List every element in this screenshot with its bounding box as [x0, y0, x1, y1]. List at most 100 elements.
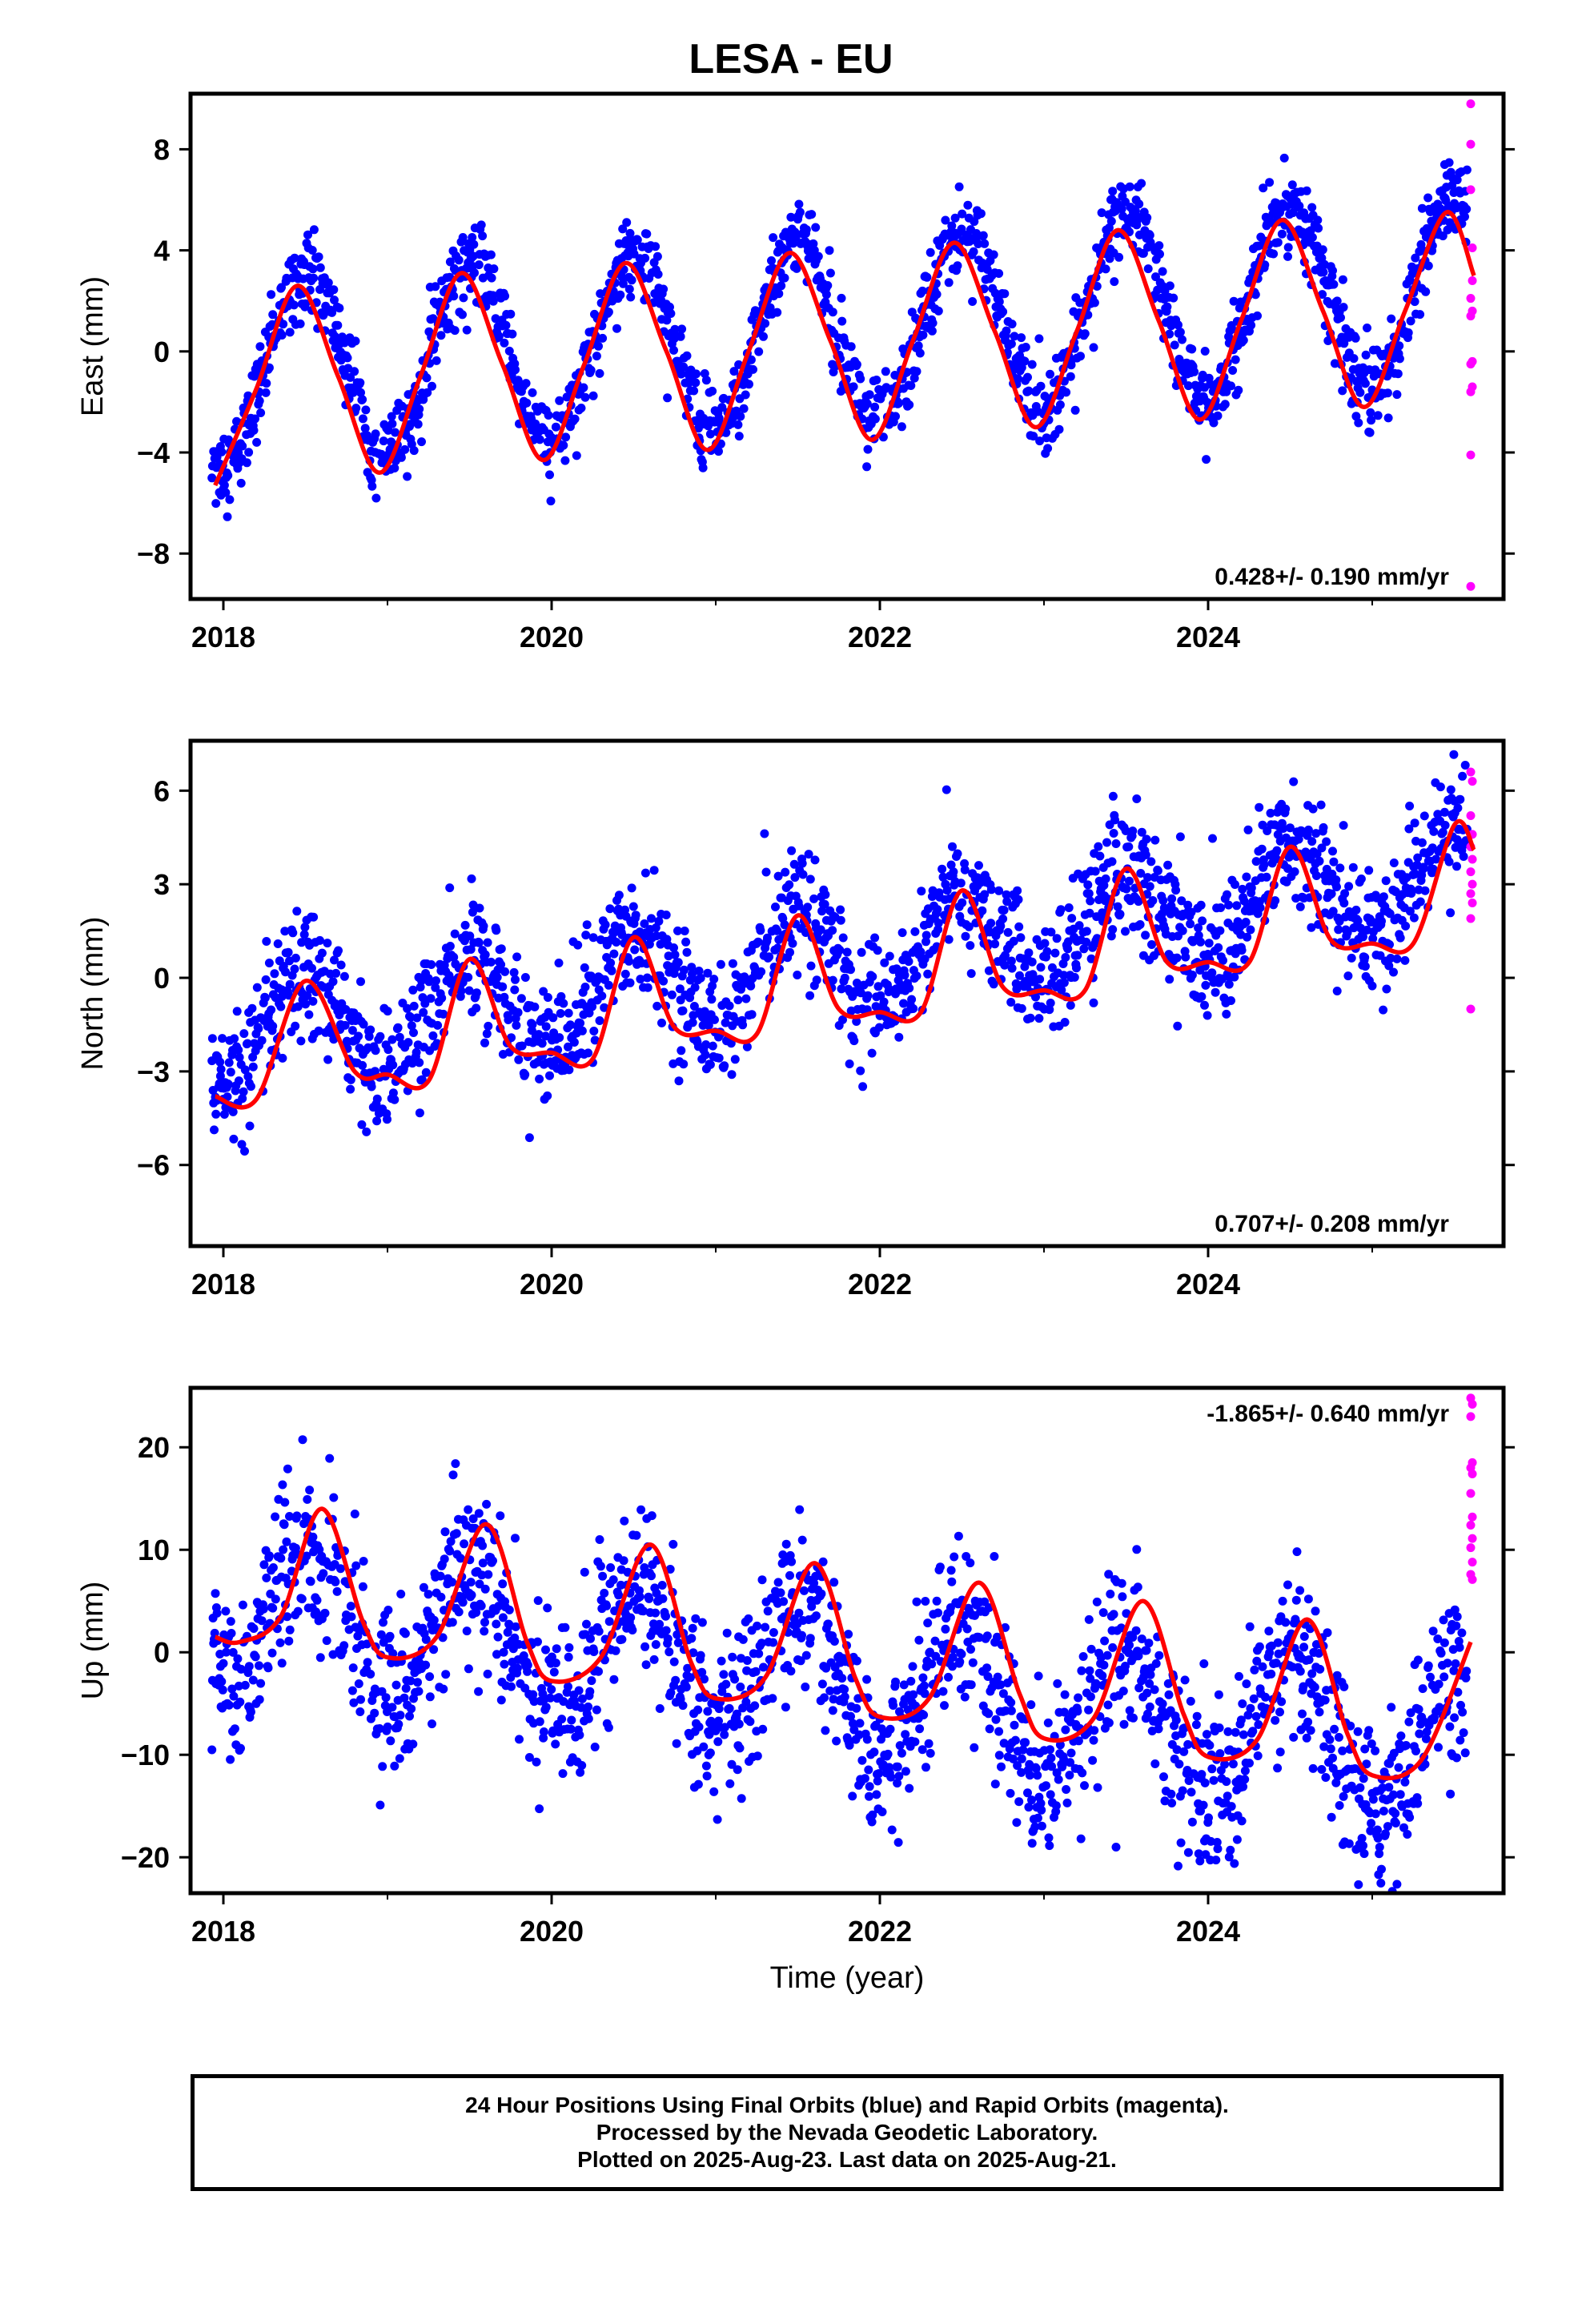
up-final-orbit-point [1021, 1738, 1030, 1747]
north-final-orbit-point [773, 926, 782, 935]
east-final-orbit-point [689, 386, 699, 396]
up-final-orbit-point [504, 1605, 514, 1614]
up-final-orbit-point [448, 1618, 457, 1627]
east-final-orbit-point [335, 304, 344, 313]
north-y-tick-label: −3 [137, 1055, 170, 1088]
up-final-orbit-point [1102, 1651, 1112, 1660]
north-final-orbit-point [714, 1053, 724, 1063]
up-final-orbit-point [895, 1741, 905, 1751]
north-final-orbit-point [904, 957, 913, 967]
up-final-orbit-point [436, 1592, 446, 1602]
north-final-orbit-point [388, 1060, 398, 1070]
east-final-orbit-point [733, 420, 743, 429]
east-final-orbit-point [595, 368, 604, 378]
up-final-orbit-point [840, 1685, 849, 1695]
up-final-orbit-point [655, 1619, 665, 1629]
up-final-orbit-point [663, 1634, 673, 1643]
east-rapid-orbit-point [1466, 387, 1476, 396]
north-rapid-orbit-point [1466, 767, 1476, 777]
north-final-orbit-point [1453, 803, 1463, 813]
north-final-orbit-point [820, 899, 829, 909]
east-final-orbit-point [1365, 428, 1375, 437]
up-final-orbit-point [476, 1601, 486, 1610]
north-final-orbit-point [1196, 937, 1205, 947]
up-final-orbit-point [475, 1579, 484, 1589]
up-final-orbit-point [511, 1622, 520, 1631]
east-final-orbit-point [1101, 264, 1110, 274]
east-final-orbit-point [403, 472, 412, 481]
east-final-orbit-point [974, 239, 983, 248]
north-final-orbit-point [1375, 951, 1385, 960]
up-final-orbit-point [354, 1679, 363, 1688]
north-final-orbit-point [1052, 934, 1062, 943]
up-final-orbit-point [1037, 1821, 1046, 1831]
north-final-orbit-point [278, 1053, 287, 1063]
north-final-orbit-point [1006, 956, 1016, 966]
north-final-orbit-point [516, 994, 526, 1003]
up-final-orbit-point [1034, 1671, 1043, 1681]
north-final-orbit-point [606, 958, 616, 967]
north-final-orbit-point [548, 1013, 558, 1023]
east-final-orbit-point [1460, 212, 1469, 222]
north-final-orbit-point [773, 871, 783, 881]
up-final-orbit-point [644, 1594, 654, 1603]
up-final-orbit-point [419, 1582, 428, 1592]
east-final-orbit-point [642, 229, 652, 239]
east-final-orbit-point [500, 338, 509, 348]
north-final-orbit-point [372, 1094, 382, 1104]
north-final-orbit-point [990, 939, 1000, 949]
up-final-orbit-point [500, 1659, 509, 1669]
east-final-orbit-point [356, 388, 365, 397]
up-final-orbit-point [385, 1631, 395, 1641]
up-final-orbit-point [451, 1459, 460, 1469]
up-final-orbit-point [985, 1724, 994, 1734]
north-final-orbit-point [742, 1042, 752, 1051]
east-final-orbit-point [736, 412, 745, 421]
up-final-orbit-point [1118, 1687, 1128, 1696]
up-final-orbit-point [996, 1680, 1006, 1690]
north-final-orbit-point [403, 1003, 412, 1013]
north-rapid-orbit-point [1468, 777, 1477, 786]
north-final-orbit-point [359, 1019, 368, 1029]
north-final-orbit-point [757, 967, 766, 976]
north-final-orbit-point [1203, 1011, 1212, 1020]
up-final-orbit-point [551, 1659, 560, 1668]
up-final-orbit-point [267, 1648, 277, 1658]
east-fit-curve [213, 210, 1476, 487]
up-final-orbit-point [828, 1706, 837, 1715]
east-final-orbit-point [487, 273, 496, 283]
north-rate-annotation: 0.707+/- 0.208 mm/yr [1215, 1211, 1449, 1237]
up-final-orbit-point [693, 1779, 703, 1789]
up-final-orbit-point [335, 1564, 345, 1574]
north-rapid-orbit-point [1466, 810, 1476, 820]
up-final-orbit-point [1012, 1818, 1022, 1827]
up-final-orbit-point [396, 1711, 405, 1720]
north-final-orbit-point [934, 919, 943, 928]
east-final-orbit-point [579, 383, 588, 392]
north-final-orbit-point [1014, 922, 1024, 931]
north-final-orbit-point [475, 903, 484, 913]
north-final-orbit-point [1026, 1013, 1035, 1023]
east-final-orbit-point [454, 255, 464, 265]
east-final-orbit-point [1054, 424, 1064, 434]
north-final-orbit-point [1237, 946, 1247, 955]
north-final-orbit-point [240, 1065, 250, 1075]
north-final-orbit-point [285, 979, 295, 989]
up-final-orbit-point [673, 1638, 683, 1647]
north-final-orbit-point [1186, 919, 1195, 929]
east-final-orbit-point [1027, 360, 1037, 369]
east-final-orbit-point [289, 300, 299, 310]
up-final-orbit-point [1023, 1788, 1032, 1798]
up-final-orbit-point [921, 1763, 930, 1772]
north-final-orbit-point [1222, 1009, 1231, 1019]
up-final-orbit-point [908, 1662, 917, 1671]
up-final-orbit-point [1017, 1754, 1026, 1763]
east-final-orbit-point [659, 284, 669, 294]
north-final-orbit-point [364, 1031, 374, 1041]
up-final-orbit-point [1111, 1843, 1121, 1852]
up-final-orbit-point [564, 1682, 572, 1691]
up-final-orbit-point [906, 1676, 916, 1686]
north-final-orbit-point [696, 973, 705, 983]
east-final-orbit-point [576, 404, 586, 412]
north-final-orbit-point [1082, 927, 1091, 936]
